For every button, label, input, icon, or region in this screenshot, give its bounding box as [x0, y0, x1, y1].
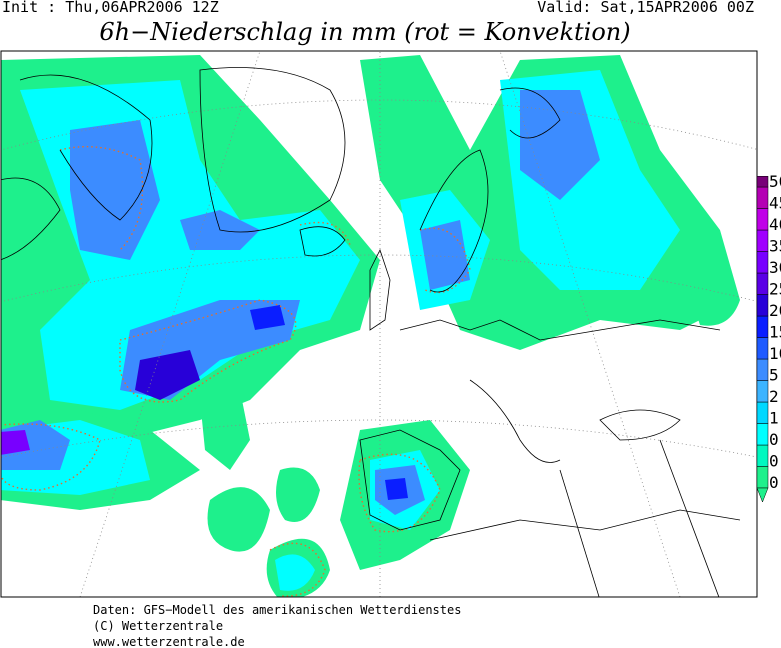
legend-label: 0.2 — [769, 452, 781, 471]
legend-label: 5 — [769, 366, 779, 385]
legend-swatch — [756, 358, 769, 381]
legend-swatch — [756, 337, 769, 360]
legend-label: 1 — [769, 409, 779, 428]
legend-label: 20 — [769, 301, 781, 320]
footer-line: (C) Wetterzentrale — [93, 619, 223, 633]
legend-swatch — [756, 176, 769, 188]
valid-label: Valid: Sat,15APR2006 00Z — [537, 0, 754, 16]
legend-swatch — [756, 423, 769, 446]
legend-label: 10 — [769, 344, 781, 363]
map — [0, 50, 758, 598]
legend-label: 25 — [769, 280, 781, 299]
legend-label: 15 — [769, 323, 781, 342]
legend-label: 0.1 — [769, 473, 781, 492]
color-legend: 0.10.20.5125101520253035404550 — [756, 172, 781, 503]
legend-label: 45 — [769, 194, 781, 213]
legend-arrow — [756, 487, 769, 503]
legend-swatch — [756, 294, 769, 317]
legend-label: 40 — [769, 215, 781, 234]
legend-swatch — [756, 251, 769, 274]
legend-swatch — [756, 272, 769, 295]
footer-line: Daten: GFS−Modell des amerikanischen Wet… — [93, 603, 461, 617]
legend-swatch — [756, 229, 769, 252]
legend-swatch — [756, 401, 769, 424]
precip-heavy — [1, 305, 408, 500]
legend-label: 2 — [769, 387, 779, 406]
init-label: Init : Thu,06APR2006 12Z — [2, 0, 219, 16]
coastlines — [1, 67, 741, 597]
legend-swatch — [756, 444, 769, 467]
legend-swatch — [756, 208, 769, 231]
footer-line: www.wetterzentrale.de — [93, 635, 245, 648]
graticule — [1, 51, 757, 597]
legend-swatch — [756, 186, 769, 209]
map-title: 6h−Niederschlag in mm (rot = Konvektion) — [99, 18, 630, 46]
legend-swatch — [756, 380, 769, 403]
legend-swatch — [756, 315, 769, 338]
legend-label: 30 — [769, 258, 781, 277]
legend-label: 35 — [769, 237, 781, 256]
legend-label: 50 — [769, 172, 781, 191]
legend-label: 0.5 — [769, 430, 781, 449]
convection — [1, 146, 471, 597]
legend-swatch — [756, 466, 769, 489]
